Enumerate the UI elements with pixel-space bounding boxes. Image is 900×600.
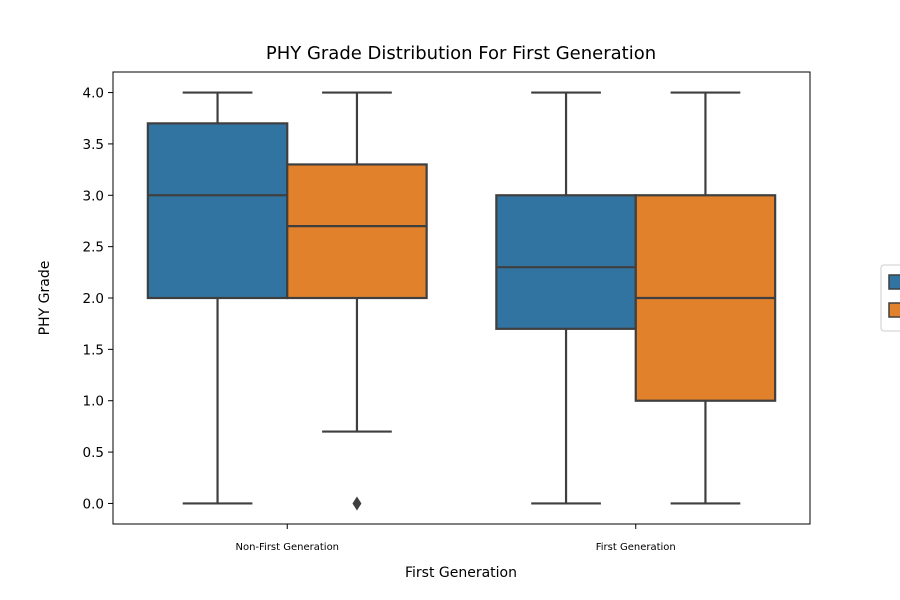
plot-area	[146, 91, 777, 511]
box-1-1	[634, 91, 777, 505]
x-tick-label: Non-First Generation	[235, 542, 339, 553]
chart-title: PHY Grade Distribution For First Generat…	[266, 43, 656, 64]
outlier-marker	[352, 496, 362, 511]
y-axis: 0.0 0.5 1.0 1.5 2.0 2.5 3.0 3.5 4.0	[83, 86, 113, 512]
y-tick-label: 1.0	[83, 394, 104, 410]
y-axis-label: PHY Grade	[37, 261, 53, 336]
x-tick-label: First Generation	[596, 542, 676, 553]
box-0-0	[146, 91, 289, 505]
iqr-box	[146, 122, 289, 300]
legend-swatch	[888, 274, 900, 290]
box-1-0	[495, 91, 637, 505]
legend-swatch	[888, 302, 900, 318]
x-axis: Non-First Generation First Generation	[235, 524, 676, 553]
y-tick-label: 0.0	[83, 496, 104, 512]
x-axis-label: First Generation	[405, 565, 517, 581]
iqr-box	[495, 194, 637, 330]
y-tick-label: 3.0	[83, 188, 104, 204]
legend	[880, 264, 900, 332]
y-tick-label: 2.0	[83, 291, 104, 307]
y-tick-label: 0.5	[83, 445, 104, 461]
y-tick-label: 4.0	[83, 86, 104, 102]
y-tick-label: 3.5	[83, 137, 104, 153]
box-0-1	[286, 91, 428, 511]
y-tick-label: 2.5	[83, 240, 104, 256]
y-tick-label: 1.5	[83, 342, 104, 358]
iqr-box	[286, 163, 428, 300]
